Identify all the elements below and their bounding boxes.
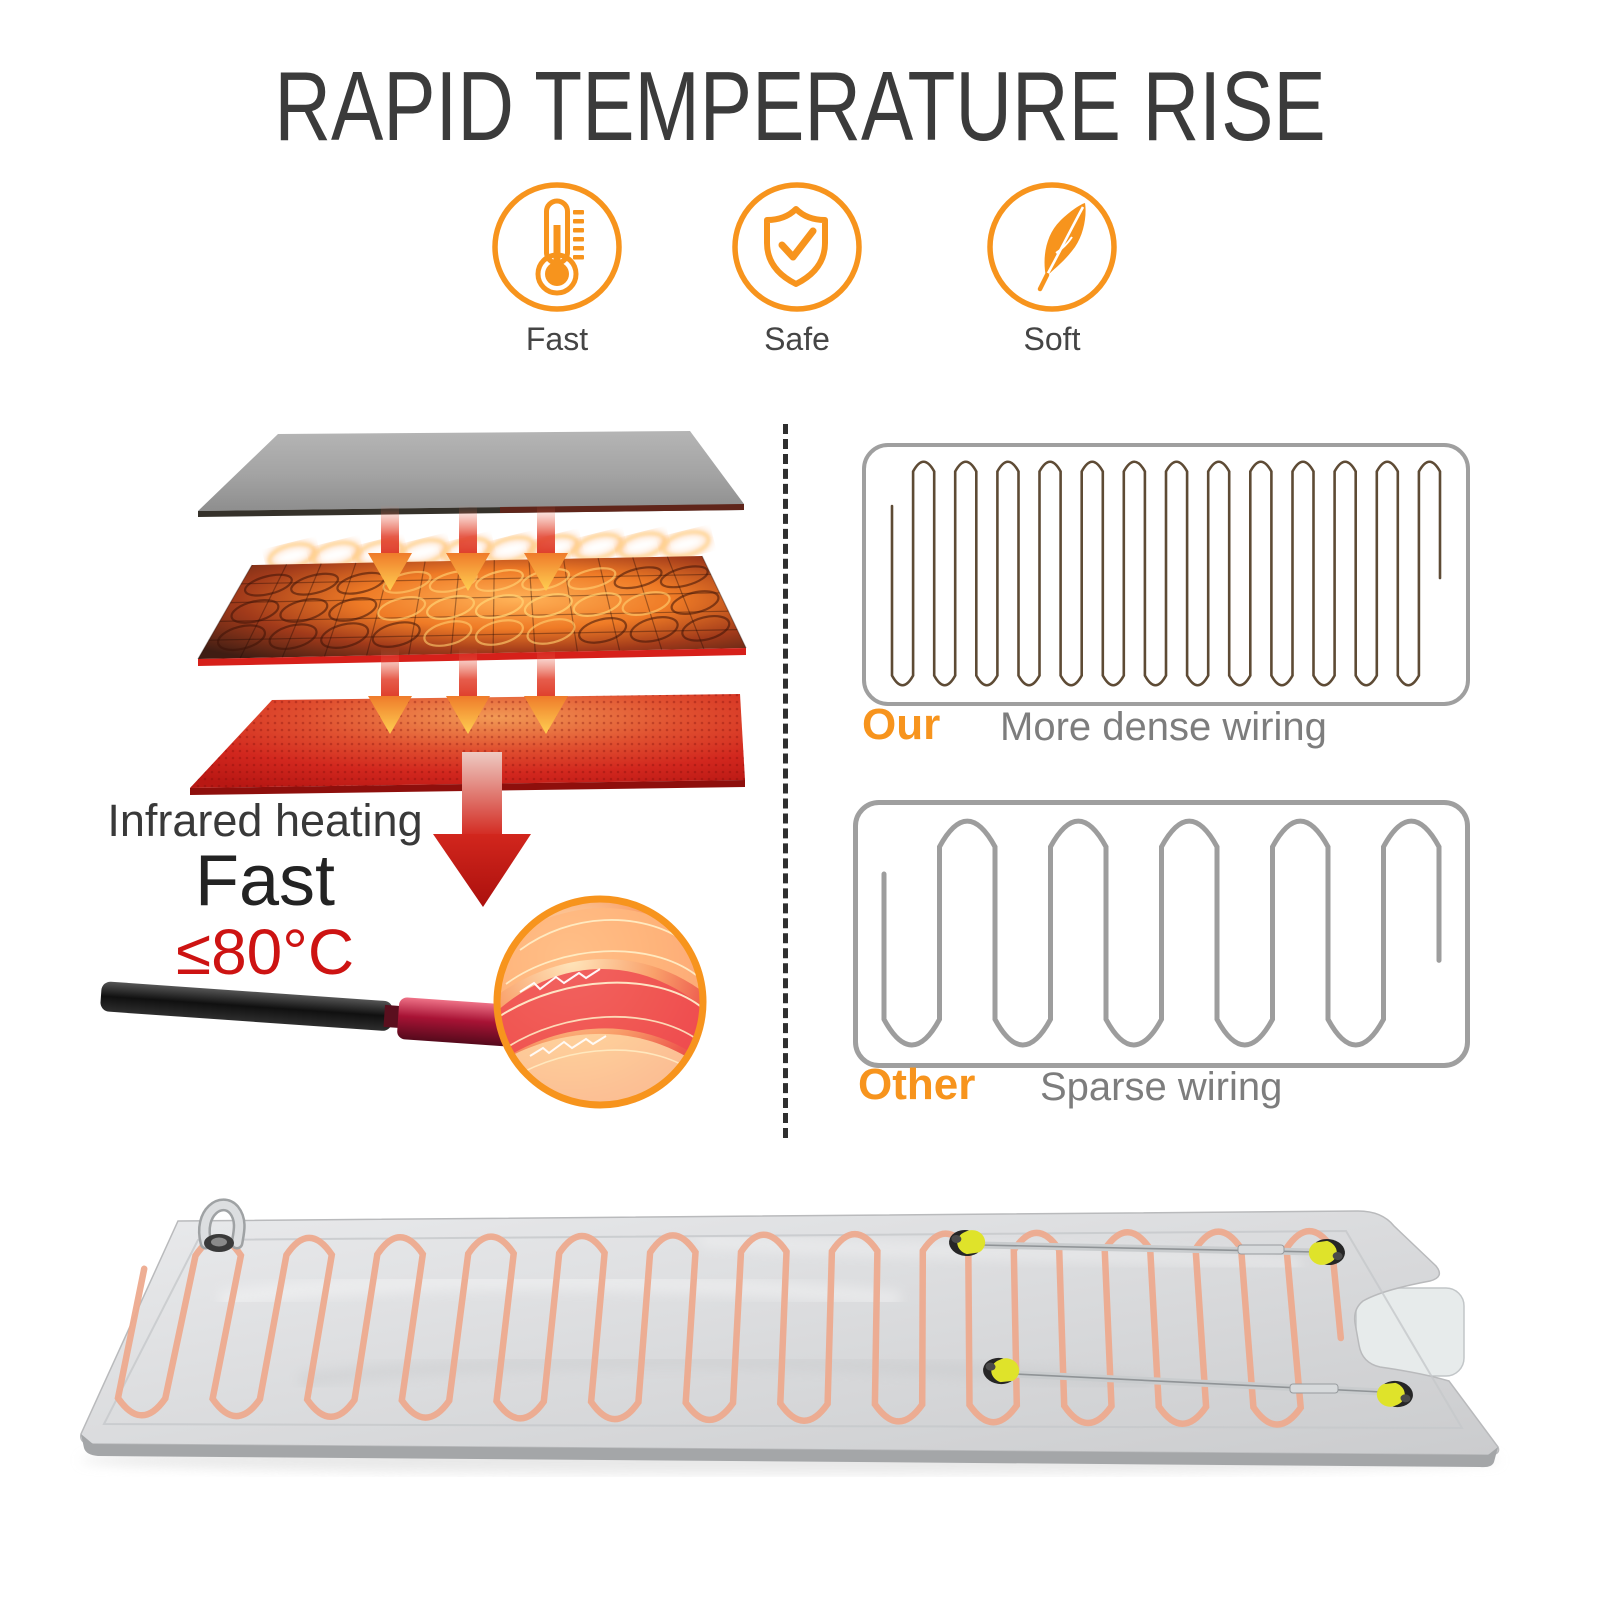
dense-wire-pattern <box>890 460 1442 687</box>
feature-fast: Fast <box>489 179 625 358</box>
heat-arrows-upper <box>368 505 568 591</box>
infrared-heating-label: Infrared heating <box>107 795 423 846</box>
temperature-label: ≤80°C <box>175 916 355 988</box>
fiber-magnifier <box>493 895 707 1109</box>
feature-fast-label: Fast <box>525 321 589 357</box>
dashed-divider <box>783 424 788 1138</box>
big-down-arrow <box>433 752 531 907</box>
fast-label: Fast <box>194 841 336 921</box>
cable-loop <box>197 1198 246 1252</box>
sparse-wire-pattern <box>881 818 1442 1048</box>
feature-safe: Safe <box>729 179 865 358</box>
tension-strap-upper <box>947 1227 1347 1268</box>
tension-strap-lower <box>981 1355 1415 1410</box>
shield-check-icon <box>729 179 865 315</box>
feature-soft: Soft <box>984 179 1120 358</box>
page-title: RAPID TEMPERATURE RISE <box>274 51 1326 161</box>
heating-wire-layer <box>197 555 747 660</box>
feather-icon <box>984 179 1120 315</box>
wiring-diagram-other <box>853 800 1470 1068</box>
our-description: More dense wiring <box>1000 705 1327 749</box>
heating-mat-photo <box>80 1198 1500 1474</box>
feature-safe-label: Safe <box>764 321 830 357</box>
thermometer-icon <box>489 179 625 315</box>
mat-heating-wire <box>114 1228 1345 1428</box>
our-label: Our <box>862 700 941 749</box>
layer-diagram <box>100 431 747 1109</box>
feature-soft-label: Soft <box>1023 321 1081 357</box>
other-label: Other <box>858 1060 976 1109</box>
wiring-diagram-our <box>862 443 1470 706</box>
other-description: Sparse wiring <box>1040 1065 1283 1109</box>
heat-arrows-lower <box>368 648 568 734</box>
